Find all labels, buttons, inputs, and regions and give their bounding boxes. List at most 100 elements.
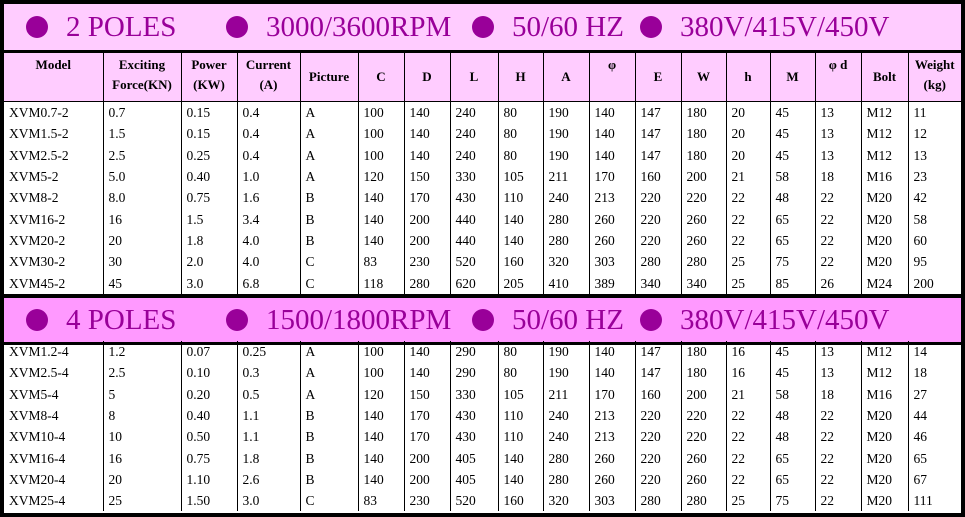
table-cell: 110 bbox=[497, 426, 543, 448]
table-cell: 45 bbox=[769, 362, 815, 384]
table-cell: 22 bbox=[814, 404, 861, 427]
table-cell: 118 bbox=[357, 272, 404, 294]
table-cell: XVM1.5-2 bbox=[9, 126, 69, 142]
table-cell: XVM8-4 bbox=[9, 408, 59, 424]
table-cell: 1.50 bbox=[180, 490, 237, 512]
table-cell: M12 bbox=[860, 144, 908, 166]
table-cell: 180 bbox=[680, 101, 726, 124]
table-cell: 140 bbox=[588, 123, 635, 145]
table-cell: 220 bbox=[680, 187, 726, 209]
table-cell: 0.50 bbox=[180, 426, 237, 448]
table-cell: 45 bbox=[102, 272, 181, 294]
table-cell: 8 bbox=[102, 404, 181, 427]
header-line-1: M bbox=[786, 69, 799, 84]
table-cell: 83 bbox=[357, 251, 404, 273]
table-row: XVM2.5-2 2.5 0.25 0.4 A 100 140 240 80 190 140 147 1… bbox=[4, 144, 961, 166]
table-cell: 280 bbox=[542, 229, 589, 252]
table-cell: 440 bbox=[449, 208, 498, 230]
table-cell: 220 bbox=[634, 187, 681, 209]
table-cell: 25 bbox=[725, 272, 770, 294]
header-line-1: H bbox=[515, 69, 526, 84]
table-cell: XVM20-2 bbox=[9, 232, 66, 248]
table-cell: 65 bbox=[769, 468, 815, 491]
bullet-icon bbox=[226, 16, 248, 38]
table-cell: 1.2 bbox=[102, 341, 181, 363]
table-cell: 320 bbox=[542, 251, 589, 273]
table-cell: 140 bbox=[588, 362, 635, 384]
column-header: φ d bbox=[814, 53, 861, 102]
table-cell: 190 bbox=[542, 101, 589, 124]
table-cell: 389 bbox=[588, 272, 635, 294]
table-cell: 140 bbox=[497, 447, 543, 469]
table-cell: 0.5 bbox=[236, 383, 300, 405]
table-cell: 5 bbox=[102, 383, 181, 405]
table-cell: C bbox=[299, 490, 358, 512]
table-cell: 1.0 bbox=[236, 165, 300, 188]
table-cell: 260 bbox=[588, 468, 635, 491]
column-header: Current (A) bbox=[236, 53, 300, 102]
table-cell: 200 bbox=[403, 447, 450, 469]
table-cell: 120 bbox=[357, 165, 404, 188]
table-row: XVM16-4 16 0.75 1.8 B 140 200 405 140 280 260 220 26… bbox=[4, 447, 961, 469]
table-cell: A bbox=[299, 341, 358, 363]
table-cell: 0.10 bbox=[180, 362, 237, 384]
header-line-1: Bolt bbox=[872, 69, 897, 84]
table-row: XVM5-2 5.0 0.40 1.0 A 120 150 330 105 211 170 160 20… bbox=[4, 165, 961, 188]
table-cell: 1.6 bbox=[236, 187, 300, 209]
banner-text: 3000/3600RPM bbox=[266, 10, 452, 43]
table-cell: 140 bbox=[403, 123, 450, 145]
table-cell: 2.5 bbox=[102, 144, 181, 166]
column-header: Power (KW) bbox=[180, 53, 237, 102]
table-cell: XVM10-4 bbox=[9, 429, 66, 445]
table-cell: 1.8 bbox=[236, 447, 300, 469]
table-cell: 22 bbox=[725, 229, 770, 252]
table-cell: 58 bbox=[907, 208, 961, 230]
table-cell: B bbox=[299, 426, 358, 448]
table-cell: 45 bbox=[769, 144, 815, 166]
table-cell: 220 bbox=[680, 426, 726, 448]
table-cell: 20 bbox=[102, 468, 181, 491]
table-cell: 1.5 bbox=[102, 123, 181, 145]
table-cell: 620 bbox=[449, 272, 498, 294]
banner-text: 50/60 HZ bbox=[512, 303, 624, 336]
header-line-1: h bbox=[744, 69, 752, 84]
header-line-1: Exciting bbox=[118, 57, 166, 72]
table-cell: 180 bbox=[680, 123, 726, 145]
header-line-1: Current bbox=[245, 57, 292, 72]
table-cell: XVM16-2 bbox=[9, 211, 66, 227]
table-cell: 430 bbox=[449, 187, 498, 209]
table-cell: 0.3 bbox=[236, 362, 300, 384]
table-cell: 22 bbox=[725, 468, 770, 491]
header-line-1: Power bbox=[191, 57, 227, 72]
table-cell: 25 bbox=[725, 490, 770, 512]
table-cell: 220 bbox=[634, 208, 681, 230]
table-cell: 22 bbox=[814, 490, 861, 512]
table-row: XVM5-4 5 0.20 0.5 A 120 150 330 105 211 170 160 200 2… bbox=[4, 383, 961, 405]
table-cell: M20 bbox=[860, 404, 908, 427]
table-cell: 200 bbox=[403, 468, 450, 491]
table-cell: 13 bbox=[814, 144, 861, 166]
table-cell: 140 bbox=[588, 341, 635, 363]
table-cell: 65 bbox=[769, 447, 815, 469]
table-cell: 330 bbox=[449, 165, 498, 188]
table-cell: 65 bbox=[907, 447, 961, 469]
table-row: XVM16-2 16 1.5 3.4 B 140 200 440 140 280 260 220 260… bbox=[4, 208, 961, 230]
table-cell: 22 bbox=[814, 187, 861, 209]
table-cell: 22 bbox=[814, 251, 861, 273]
table-row: XVM8-2 8.0 0.75 1.6 B 140 170 430 110 240 213 220 22… bbox=[4, 187, 961, 209]
table-cell: 190 bbox=[542, 362, 589, 384]
table-cell: 440 bbox=[449, 229, 498, 252]
table-cell: A bbox=[299, 362, 358, 384]
table-cell: B bbox=[299, 208, 358, 230]
table-cell: 405 bbox=[449, 447, 498, 469]
table-cell: 110 bbox=[497, 187, 543, 209]
bullet-icon bbox=[472, 16, 494, 38]
table-cell: 16 bbox=[102, 447, 181, 469]
table-cell: 16 bbox=[725, 341, 770, 363]
bullet-icon bbox=[26, 16, 48, 38]
table-cell: 18 bbox=[907, 362, 961, 384]
header-line-1: W bbox=[697, 69, 710, 84]
table-row: XVM10-4 10 0.50 1.1 B 140 170 430 110 240 213 220 22… bbox=[4, 426, 961, 448]
table-cell: 340 bbox=[680, 272, 726, 294]
table-cell: 100 bbox=[357, 341, 404, 363]
